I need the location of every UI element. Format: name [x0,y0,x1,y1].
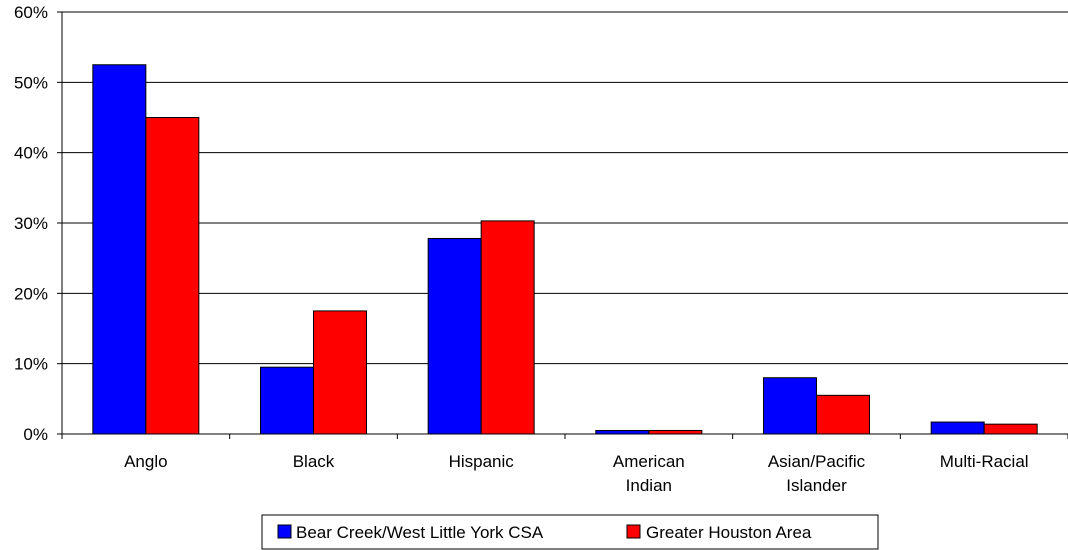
bar-series-2 [313,310,367,435]
y-tick-label: 30% [14,214,48,233]
legend-swatch [626,524,641,539]
y-tick-label: 60% [14,3,48,22]
bar-series-1 [595,429,650,435]
bar-series-2 [480,220,535,435]
y-tick-label: 40% [14,144,48,163]
legend-label: Greater Houston Area [646,523,812,542]
gridlines [62,11,1068,365]
bar-series-2 [983,423,1038,435]
bar-series-2 [145,117,200,435]
bar-series-1 [92,64,147,435]
x-category-label: Multi-Racial [940,452,1029,471]
bar-series-2 [648,429,703,435]
legend-label: Bear Creek/West Little York CSA [296,523,544,542]
bar-series-1 [763,377,817,435]
x-category-label: Islander [786,476,847,495]
x-category-label: Indian [626,476,672,495]
legend-box [261,514,879,550]
y-tick-label: 0% [23,425,48,444]
y-tick-label: 20% [14,284,48,303]
y-tick-label: 50% [14,73,48,92]
x-category-label: Asian/Pacific [768,452,866,471]
x-category-label: American [613,452,685,471]
y-axis-ticks: 0% 10% 20% 30% 40% 50% 60% [14,3,62,444]
axes [61,12,1068,439]
bar-series-1 [427,237,482,435]
x-axis-labels: Anglo Black Hispanic American Indian Asian/Pa… [124,452,1028,495]
bar-series-1 [930,421,985,435]
x-category-label: Anglo [124,452,167,471]
bar-series-2 [816,394,870,435]
legend: Bear Creek/West Little York CSA Greater H… [261,514,879,550]
x-category-label: Black [293,452,335,471]
x-category-label: Hispanic [449,452,515,471]
bars [92,64,1038,435]
bar-series-1 [260,366,314,435]
y-tick-label: 10% [14,355,48,374]
legend-swatch [277,524,292,539]
